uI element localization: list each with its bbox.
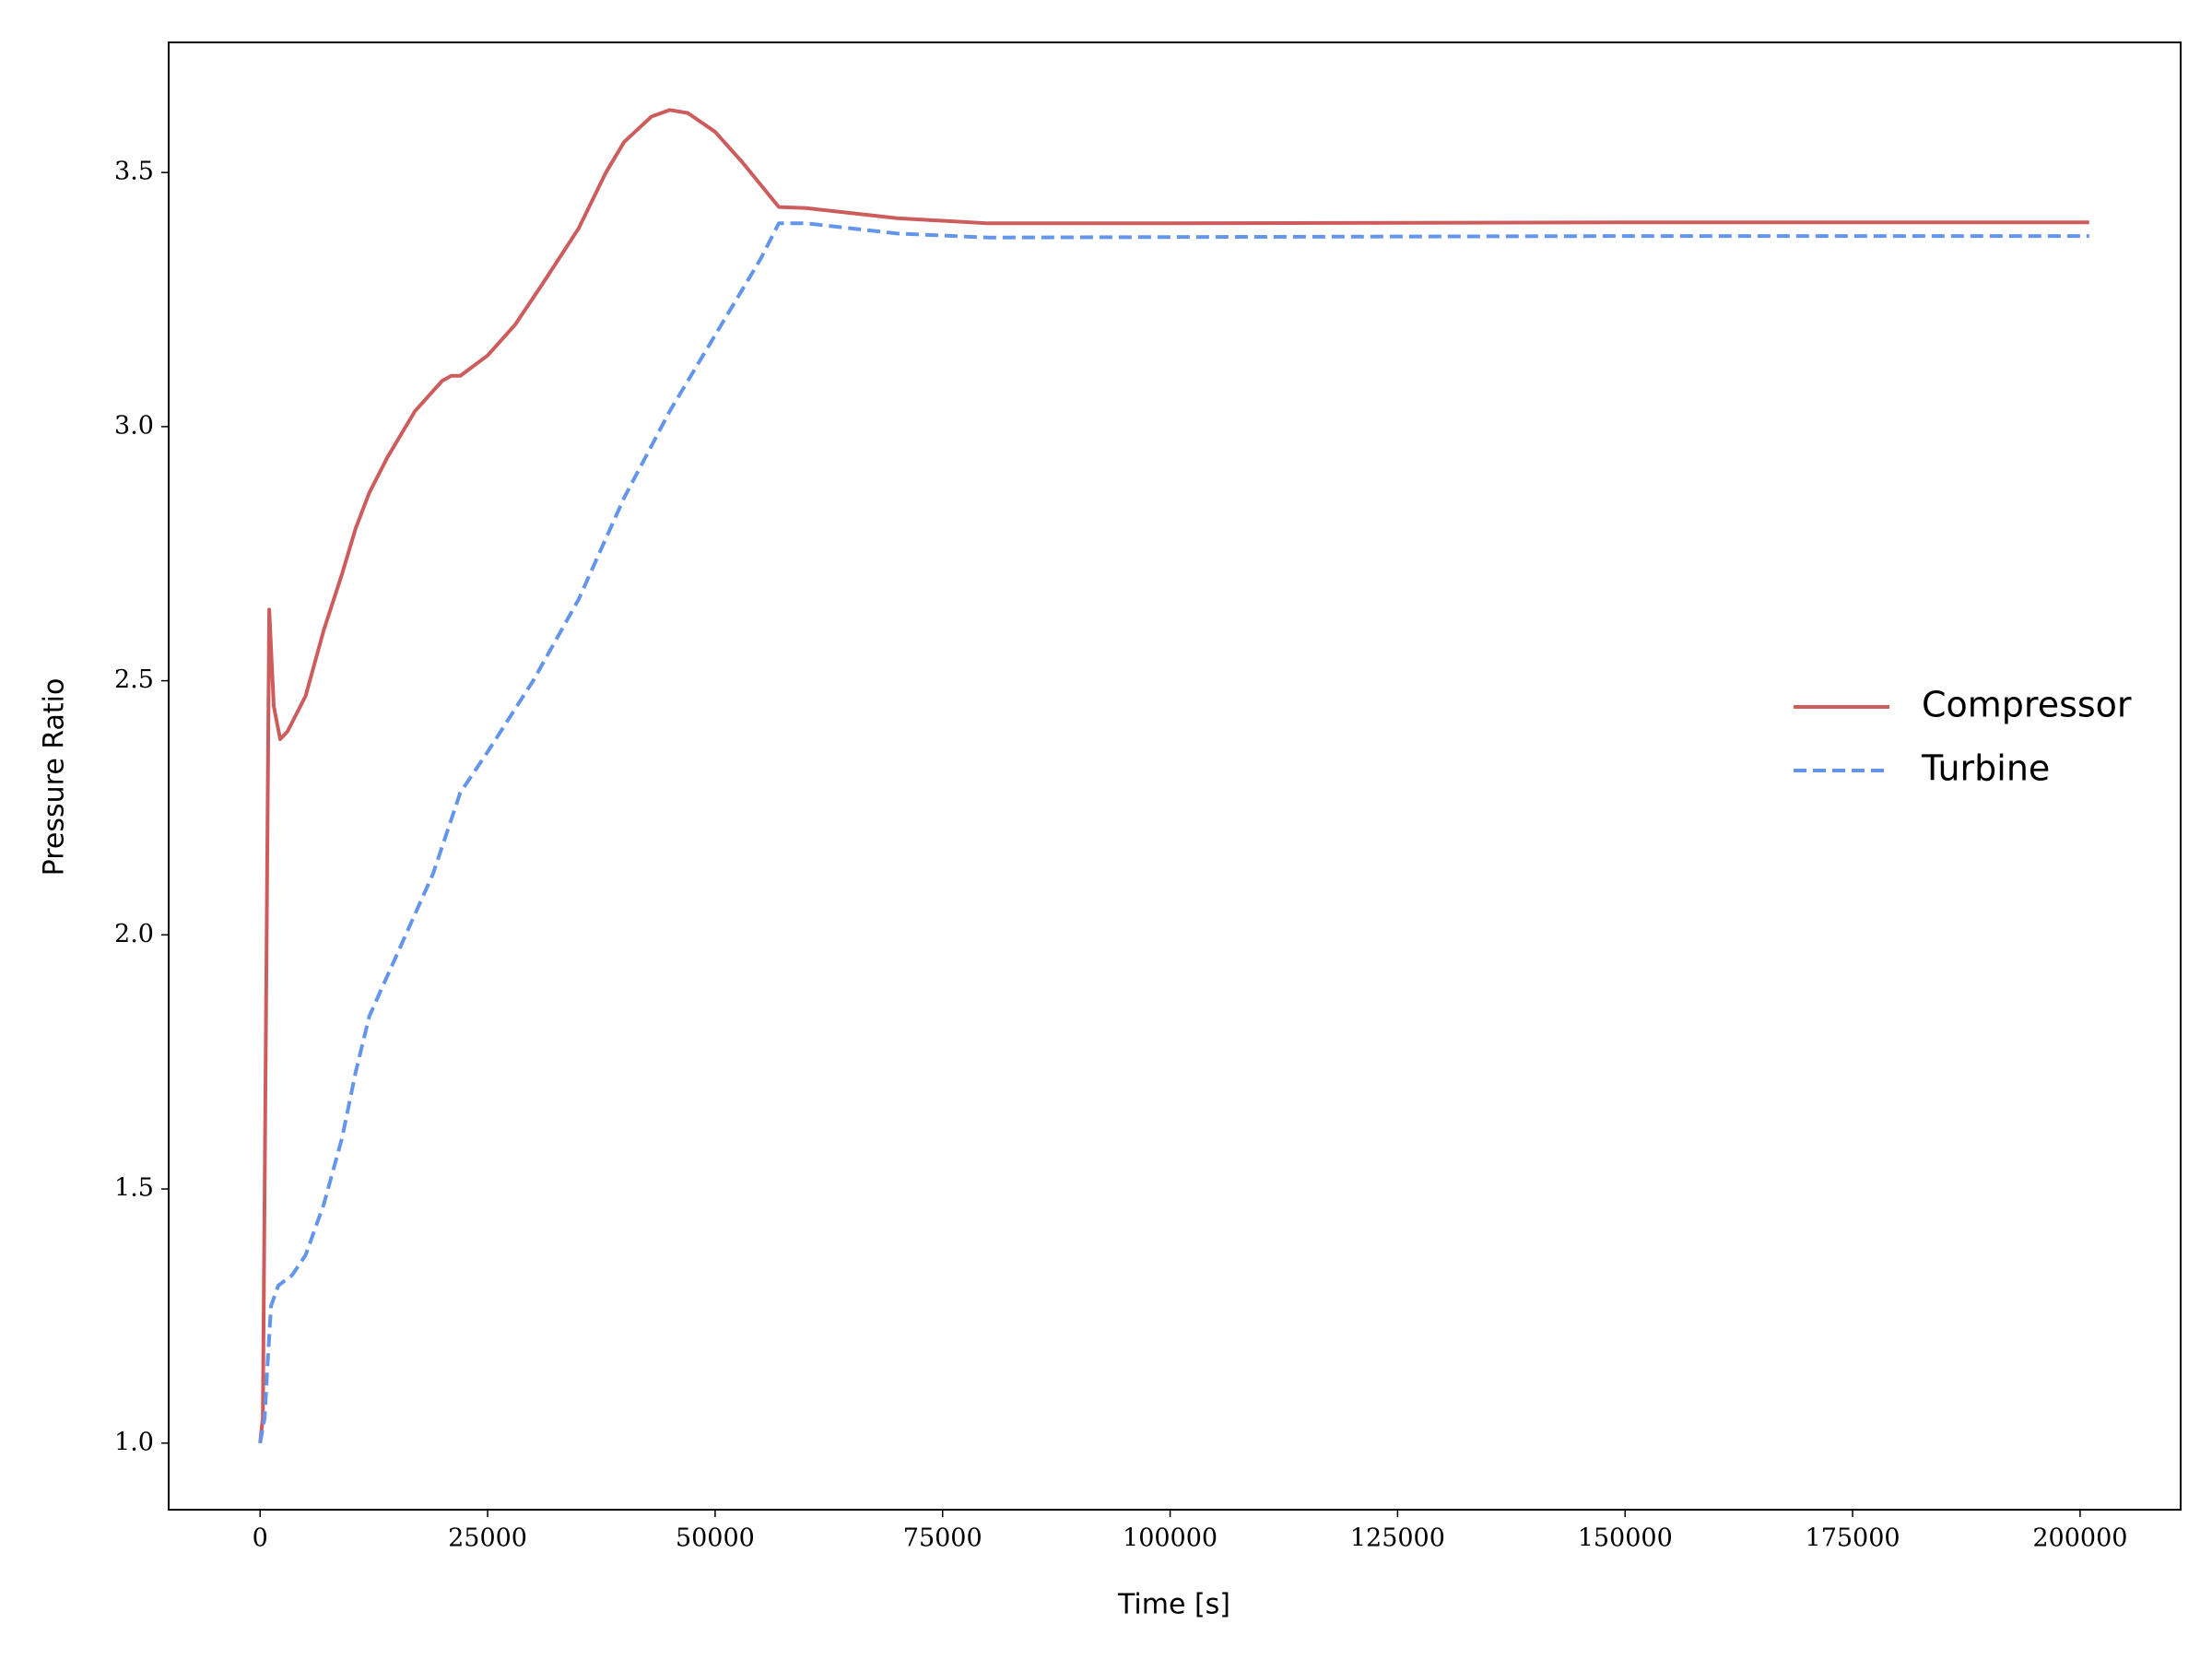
x-tick-label: 25000 [448,1524,527,1553]
x-tick-label: 100000 [1123,1524,1218,1553]
y-tick-label: 1.0 [114,1428,154,1456]
y-tick-label: 2.5 [114,665,154,694]
series-line [258,108,2089,1443]
series-line [258,221,2089,1444]
x-tick-label: 50000 [676,1524,755,1553]
x-tick-label: 175000 [1806,1524,1900,1553]
x-axis-label: Time [s] [1117,1589,1230,1621]
legend-label: Turbine [1921,748,2050,789]
plot-frame [168,41,2182,1511]
y-tick-label: 1.5 [114,1174,154,1203]
y-axis-label: Pressure Ratio [39,678,71,877]
x-tick-label: 75000 [903,1524,982,1553]
y-tick-label: 2.0 [114,920,154,948]
x-tick-label: 125000 [1350,1524,1445,1553]
legend-label: Compressor [1922,685,2132,725]
x-tick-label: 200000 [2032,1524,2127,1553]
y-tick-label: 3.0 [114,411,154,440]
x-tick-label: 0 [253,1524,268,1553]
x-tick-label: 150000 [1578,1524,1673,1553]
y-tick-label: 3.5 [114,158,154,186]
